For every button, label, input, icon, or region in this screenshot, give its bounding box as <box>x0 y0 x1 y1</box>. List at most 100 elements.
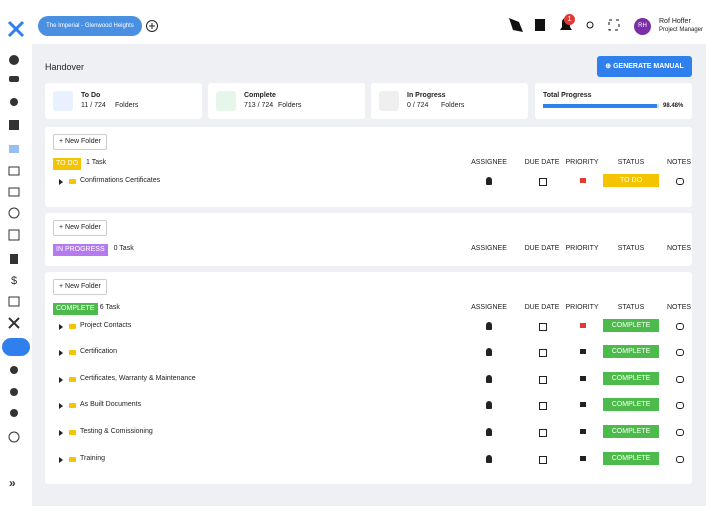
column-header: PRIORITY <box>565 303 599 311</box>
expand-arrow[interactable] <box>59 456 63 463</box>
notes-icon[interactable] <box>676 455 684 463</box>
expand-arrow[interactable] <box>59 179 63 185</box>
due-date-icon <box>539 455 547 464</box>
new-folder-label: New Folder <box>65 282 101 290</box>
user-role: Project Manager <box>659 27 704 33</box>
folder-icon <box>69 429 76 435</box>
section: + New Folder COMPLETE 6 Task ASSIGNEE DUE DA… <box>45 271 692 485</box>
status-badge: TO DO <box>53 158 82 170</box>
user-name: Rof Hoffer <box>659 18 691 25</box>
progress-card: Total Progress 98.48% <box>535 83 692 119</box>
status-chip: COMPLETE <box>603 398 659 412</box>
due-date-icon <box>539 402 547 411</box>
notes-icon[interactable] <box>676 375 684 383</box>
expand-arrow[interactable] <box>59 376 63 383</box>
assignee-icon <box>486 321 492 330</box>
expand-arrow[interactable] <box>59 350 63 357</box>
task-count: 0 Task <box>113 244 134 252</box>
section: + New Folder IN PROGRESS 0 Task ASSIGNEE DUE… <box>45 212 692 266</box>
priority-flag <box>580 322 586 328</box>
folder-name[interactable]: Certification <box>80 348 117 356</box>
folder-name[interactable]: Certificates, Warranty & Maintenance <box>80 374 196 382</box>
status-chip: TO DO <box>603 174 659 187</box>
progress-track <box>543 104 659 108</box>
logo <box>7 20 25 38</box>
priority-flag <box>580 349 586 355</box>
folder-name[interactable]: Confirmations Certificates <box>80 177 161 184</box>
expand-arrow[interactable] <box>59 323 63 330</box>
priority-flag <box>580 375 586 381</box>
stat-value: 0 / 724 <box>407 102 429 109</box>
page-title: Handover <box>45 62 85 72</box>
column-header: NOTES <box>666 244 692 252</box>
status-badge: IN PROGRESS <box>53 243 108 256</box>
stat-label: Complete <box>244 92 276 99</box>
column-header: PRIORITY <box>565 159 599 166</box>
nav-icons: $ » <box>8 55 20 490</box>
section: + New Folder TO DO 1 Task ASSIGNEE DUE DATE P… <box>45 127 692 207</box>
stat-icon <box>53 91 73 111</box>
assignee-icon <box>486 454 492 463</box>
assignee-icon <box>486 401 492 410</box>
avatar[interactable]: RH <box>634 18 651 35</box>
stat-unit: Folders <box>441 102 465 109</box>
status-badge: COMPLETE <box>53 302 98 315</box>
folder-icon <box>69 403 76 409</box>
priority-flag <box>580 428 586 434</box>
column-header: STATUS <box>617 159 645 166</box>
stat-card: In Progress 0 / 724 Folders <box>371 83 528 119</box>
stat-label: In Progress <box>407 92 446 99</box>
status-chip: COMPLETE <box>603 345 659 359</box>
stat-card: To Do 11 / 724 Folders <box>45 83 202 119</box>
stat-icon <box>379 91 399 111</box>
column-header: STATUS <box>617 303 645 311</box>
assignee-icon <box>486 177 492 185</box>
notes-icon[interactable] <box>676 178 684 185</box>
task-count: 6 Task <box>99 303 120 311</box>
stat-unit: Folders <box>278 102 302 109</box>
notes-icon[interactable] <box>676 349 684 357</box>
notes-icon[interactable] <box>676 428 684 436</box>
notes-icon[interactable] <box>676 322 684 330</box>
add-project[interactable] <box>145 19 159 33</box>
folder-icon <box>69 456 76 462</box>
progress-value: 98.48% <box>663 103 684 109</box>
new-folder-button[interactable]: + New Folder <box>53 278 107 295</box>
stat-value: 11 / 724 <box>81 102 106 109</box>
project-selector[interactable]: The Imperial - Glenwood Heights <box>38 16 142 36</box>
due-date-icon <box>539 349 547 358</box>
active-nav[interactable] <box>2 338 30 356</box>
generate-manual-button[interactable]: ⊕ GENERATE MANUAL <box>597 56 692 77</box>
folder-name[interactable]: As Built Documents <box>80 401 142 409</box>
folder-name[interactable]: Training <box>80 454 106 462</box>
task-count: 1 Task <box>86 159 107 166</box>
column-header: ASSIGNEE <box>471 159 507 166</box>
button-label: GENERATE MANUAL <box>613 63 684 70</box>
expand-arrow[interactable] <box>59 429 63 436</box>
notification-badge: 1 <box>564 14 575 25</box>
status-chip: COMPLETE <box>603 318 659 332</box>
sidebar: $ » <box>0 0 33 506</box>
column-header: DUE DATE <box>524 303 560 311</box>
column-header: PRIORITY <box>565 244 599 252</box>
stat-unit: Folders <box>115 102 139 109</box>
new-folder-button[interactable]: + New Folder <box>53 219 107 236</box>
progress-label: Total Progress <box>543 92 592 99</box>
notes-icon[interactable] <box>676 402 684 410</box>
column-header: ASSIGNEE <box>471 244 507 252</box>
priority-flag <box>580 402 586 408</box>
due-date-icon <box>539 322 547 331</box>
expand-arrow[interactable] <box>59 403 63 410</box>
folder-name[interactable]: Project Contacts <box>80 321 132 329</box>
column-header: NOTES <box>666 159 692 166</box>
progress-bar <box>543 104 658 108</box>
folder-name[interactable]: Testing & Comissioning <box>80 427 153 435</box>
folder-icon <box>69 323 76 329</box>
priority-flag <box>580 455 586 461</box>
priority-flag <box>580 178 586 183</box>
new-folder-button[interactable]: + New Folder <box>53 134 107 150</box>
column-header: DUE DATE <box>524 159 560 166</box>
folder-icon <box>69 376 76 382</box>
svg-text:$: $ <box>11 275 17 287</box>
